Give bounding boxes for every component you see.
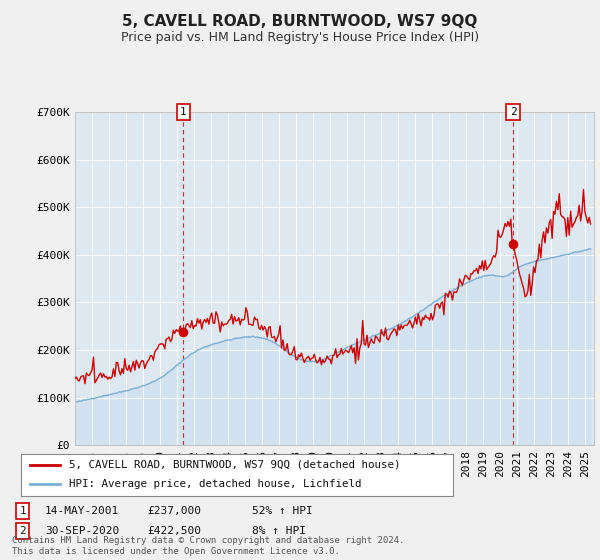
Text: £237,000: £237,000 (147, 506, 201, 516)
Text: 5, CAVELL ROAD, BURNTWOOD, WS7 9QQ (detached house): 5, CAVELL ROAD, BURNTWOOD, WS7 9QQ (deta… (68, 460, 400, 470)
Text: 2: 2 (19, 526, 26, 536)
Text: 14-MAY-2001: 14-MAY-2001 (45, 506, 119, 516)
Text: Contains HM Land Registry data © Crown copyright and database right 2024.
This d: Contains HM Land Registry data © Crown c… (12, 536, 404, 556)
Text: 30-SEP-2020: 30-SEP-2020 (45, 526, 119, 536)
Text: 5, CAVELL ROAD, BURNTWOOD, WS7 9QQ: 5, CAVELL ROAD, BURNTWOOD, WS7 9QQ (122, 14, 478, 29)
Text: 8% ↑ HPI: 8% ↑ HPI (252, 526, 306, 536)
Text: Price paid vs. HM Land Registry's House Price Index (HPI): Price paid vs. HM Land Registry's House … (121, 31, 479, 44)
Text: HPI: Average price, detached house, Lichfield: HPI: Average price, detached house, Lich… (68, 479, 361, 489)
Text: 1: 1 (180, 107, 187, 117)
Text: £422,500: £422,500 (147, 526, 201, 536)
Text: 52% ↑ HPI: 52% ↑ HPI (252, 506, 313, 516)
Text: 1: 1 (19, 506, 26, 516)
Text: 2: 2 (510, 107, 517, 117)
